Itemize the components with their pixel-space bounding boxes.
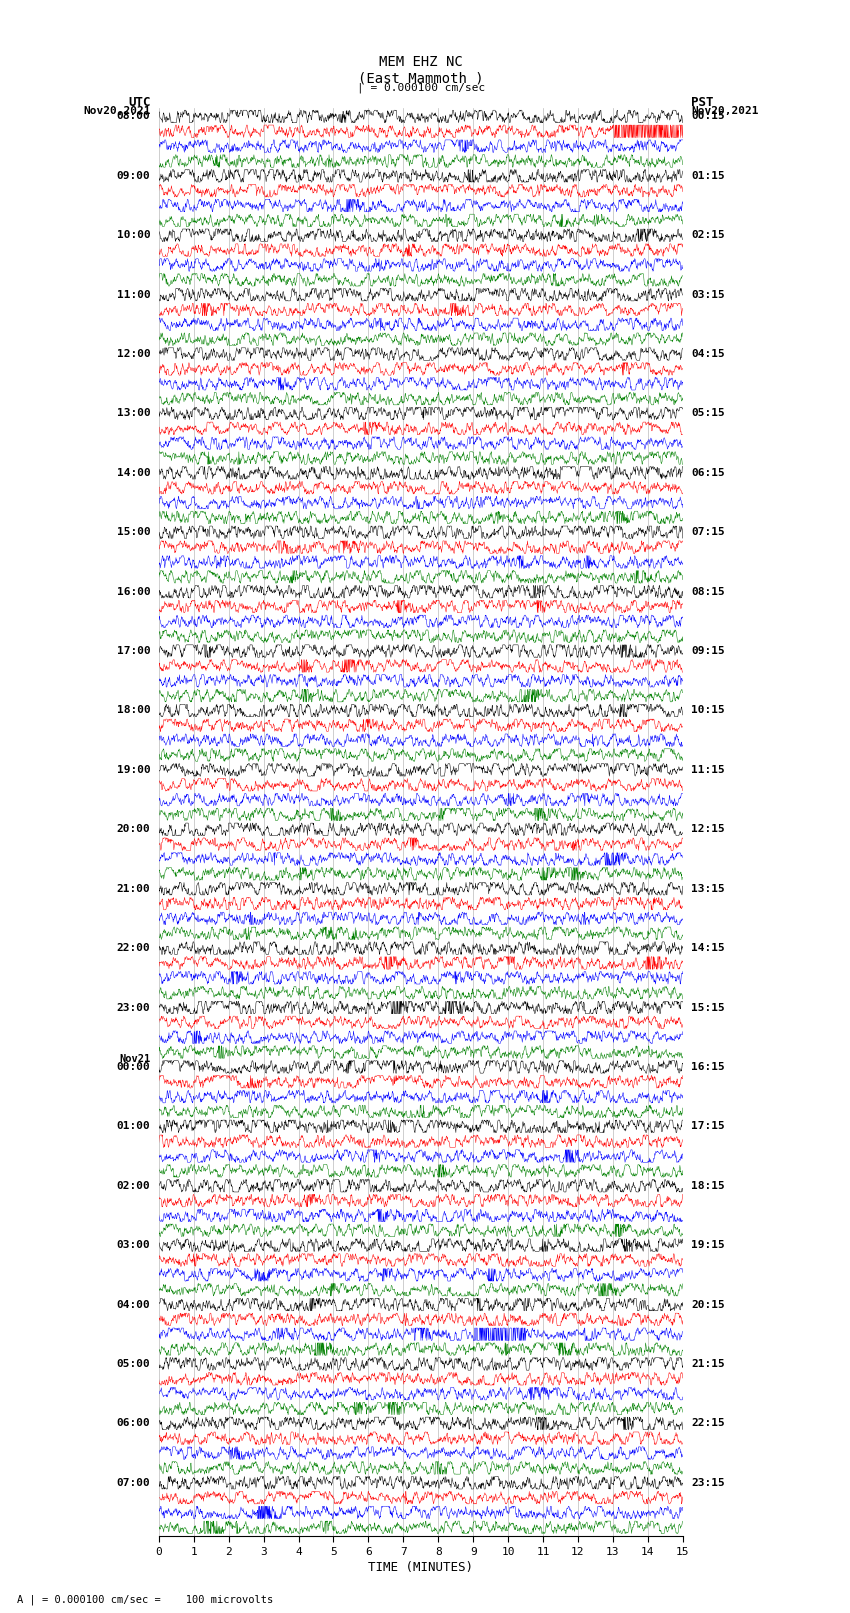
Text: 17:00: 17:00 <box>116 647 150 656</box>
Text: 12:15: 12:15 <box>691 824 725 834</box>
Text: 10:00: 10:00 <box>116 231 150 240</box>
Text: 00:00: 00:00 <box>116 1061 150 1073</box>
Text: PST: PST <box>691 97 713 110</box>
Text: 11:00: 11:00 <box>116 290 150 300</box>
Text: 05:15: 05:15 <box>691 408 725 418</box>
Text: 00:15: 00:15 <box>691 111 725 121</box>
Text: 22:00: 22:00 <box>116 944 150 953</box>
X-axis label: TIME (MINUTES): TIME (MINUTES) <box>368 1561 473 1574</box>
Text: 15:15: 15:15 <box>691 1003 725 1013</box>
Text: 01:15: 01:15 <box>691 171 725 181</box>
Text: 03:00: 03:00 <box>116 1240 150 1250</box>
Text: 23:15: 23:15 <box>691 1478 725 1487</box>
Text: 06:00: 06:00 <box>116 1418 150 1429</box>
Text: 14:00: 14:00 <box>116 468 150 477</box>
Text: 19:00: 19:00 <box>116 765 150 774</box>
Text: 10:15: 10:15 <box>691 705 725 716</box>
Text: 20:15: 20:15 <box>691 1300 725 1310</box>
Text: 13:15: 13:15 <box>691 884 725 894</box>
Text: Nov21: Nov21 <box>119 1053 150 1063</box>
Text: Nov20,2021: Nov20,2021 <box>83 106 150 116</box>
Text: 04:15: 04:15 <box>691 348 725 360</box>
Text: 05:00: 05:00 <box>116 1358 150 1369</box>
Text: 11:15: 11:15 <box>691 765 725 774</box>
Text: 08:00: 08:00 <box>116 111 150 121</box>
Text: 09:00: 09:00 <box>116 171 150 181</box>
Text: | = 0.000100 cm/sec: | = 0.000100 cm/sec <box>357 82 484 94</box>
Text: 21:00: 21:00 <box>116 884 150 894</box>
Text: 08:15: 08:15 <box>691 587 725 597</box>
Text: 02:00: 02:00 <box>116 1181 150 1190</box>
Text: 13:00: 13:00 <box>116 408 150 418</box>
Text: 04:00: 04:00 <box>116 1300 150 1310</box>
Text: 20:00: 20:00 <box>116 824 150 834</box>
Text: 15:00: 15:00 <box>116 527 150 537</box>
Text: A | = 0.000100 cm/sec =    100 microvolts: A | = 0.000100 cm/sec = 100 microvolts <box>17 1594 273 1605</box>
Text: UTC: UTC <box>128 97 150 110</box>
Text: 18:15: 18:15 <box>691 1181 725 1190</box>
Text: 07:00: 07:00 <box>116 1478 150 1487</box>
Text: 16:00: 16:00 <box>116 587 150 597</box>
Text: 22:15: 22:15 <box>691 1418 725 1429</box>
Text: 01:00: 01:00 <box>116 1121 150 1131</box>
Text: 02:15: 02:15 <box>691 231 725 240</box>
Text: 16:15: 16:15 <box>691 1061 725 1073</box>
Text: 17:15: 17:15 <box>691 1121 725 1131</box>
Text: 07:15: 07:15 <box>691 527 725 537</box>
Text: 23:00: 23:00 <box>116 1003 150 1013</box>
Title: MEM EHZ NC
(East Mammoth ): MEM EHZ NC (East Mammoth ) <box>358 55 484 85</box>
Text: 12:00: 12:00 <box>116 348 150 360</box>
Text: 21:15: 21:15 <box>691 1358 725 1369</box>
Text: 18:00: 18:00 <box>116 705 150 716</box>
Text: 09:15: 09:15 <box>691 647 725 656</box>
Text: 19:15: 19:15 <box>691 1240 725 1250</box>
Text: 14:15: 14:15 <box>691 944 725 953</box>
Text: Nov20,2021: Nov20,2021 <box>691 106 758 116</box>
Text: 06:15: 06:15 <box>691 468 725 477</box>
Text: 03:15: 03:15 <box>691 290 725 300</box>
